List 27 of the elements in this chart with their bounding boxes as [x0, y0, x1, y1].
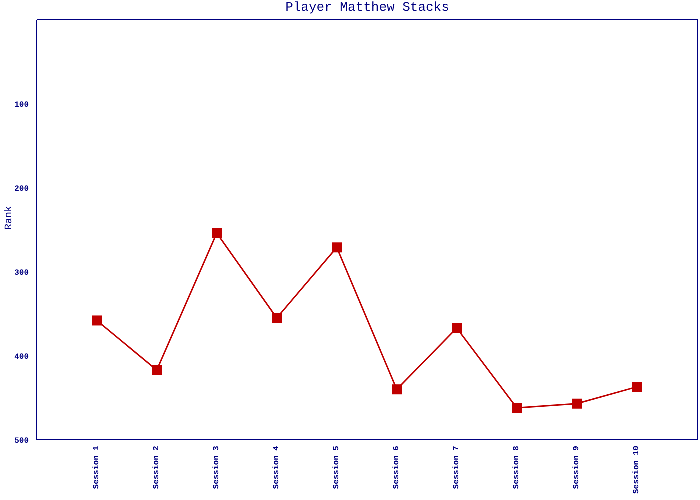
x-tick-label: Session 7 [452, 446, 462, 490]
x-tick-label: Session 4 [272, 446, 282, 490]
point [512, 403, 522, 414]
y-tick-label: 400 [14, 352, 30, 362]
x-tick-label: Session 8 [512, 446, 522, 490]
x-tick-label: Session 1 [92, 446, 102, 490]
point [212, 228, 222, 238]
chart-title: Player Matthew Stacks [284, 0, 450, 15]
y-tick-label: 200 [14, 184, 30, 194]
y-tick-label: 300 [14, 268, 30, 278]
point [632, 382, 642, 392]
x-tick-label: Session 3 [212, 446, 222, 490]
point [272, 313, 282, 324]
y-tick-label: 100 [14, 100, 30, 110]
x-tick-label: Session 9 [572, 446, 582, 490]
x-tick-label: Session 2 [152, 446, 162, 490]
point [452, 323, 462, 334]
y-tick-label: 500 [14, 436, 30, 446]
y-axis-title: Rank [4, 206, 16, 230]
x-tick-label: Session 5 [332, 446, 342, 490]
x-tick-label: Session 10 [632, 446, 642, 494]
point [572, 398, 582, 409]
x-tick-label: Session 6 [392, 446, 402, 490]
point [152, 365, 162, 376]
point [92, 316, 102, 326]
point [332, 242, 342, 253]
point [392, 384, 402, 395]
